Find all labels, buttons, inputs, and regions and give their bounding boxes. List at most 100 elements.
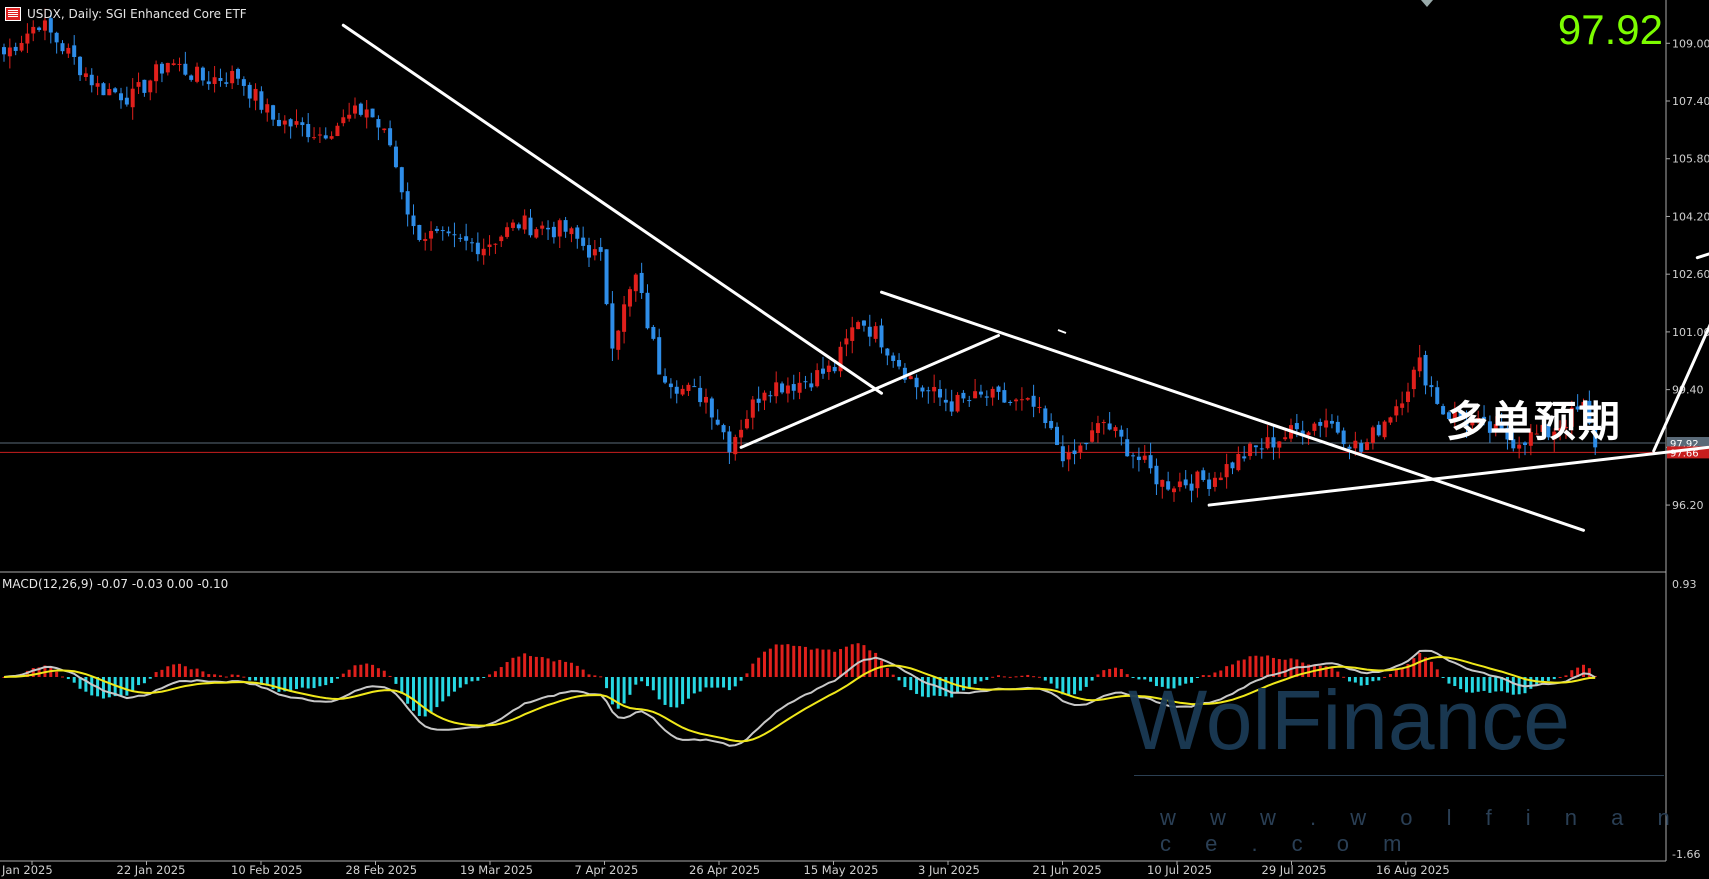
candle-body [1528,432,1533,446]
candle-body [241,79,246,86]
candle-body [516,224,521,229]
forecast-arrow[interactable] [1652,242,1709,453]
candle-body [358,103,363,115]
x-tick-label: 7 Apr 2025 [575,863,639,877]
macd-bar [382,670,386,677]
macd-bar [1078,677,1082,691]
candle-body [417,224,422,240]
candle-body [1078,445,1083,453]
candle-body [446,231,451,234]
macd-bar [1283,659,1287,677]
macd-bar [1582,664,1585,677]
candle-body [1090,430,1095,442]
us-flag-icon [5,7,21,21]
x-tick-label: 15 May 2025 [804,863,879,877]
macd-bar [1102,670,1106,677]
macd-bar [195,668,199,677]
macd-bar [1195,677,1199,678]
macd-bar [1090,677,1094,681]
candle-body [826,365,831,372]
macd-bar [312,677,316,689]
macd-bar [610,677,614,705]
candle-body [1587,400,1592,424]
macd-bar [488,674,492,677]
candle-body [1394,406,1399,416]
macd-bar [961,677,965,691]
macd-bar [1119,669,1123,677]
macd-bar [1476,677,1480,692]
macd-bar [330,677,334,684]
candle-body [276,119,281,127]
macd-histogram [2,643,1597,717]
candle-body [715,419,720,425]
falling-resistance-1[interactable] [341,23,883,395]
candle-body [1043,408,1048,424]
candle-body [1353,440,1358,449]
macd-bar [300,677,304,688]
candle-body [335,125,340,137]
rising-support-2[interactable] [1207,429,1709,507]
candle-body [312,137,317,139]
macd-bar [675,677,679,708]
scroll-marker-icon[interactable] [1421,0,1433,7]
macd-bar [1242,659,1246,677]
macd-bar [207,674,211,677]
watermark-divider [1134,775,1664,776]
candle-body [1464,420,1469,427]
macd-bar [49,667,53,677]
x-tick-label: 19 Mar 2025 [460,863,533,877]
candle-body [1406,391,1410,402]
macd-bar [786,644,790,677]
macd-bar [973,677,977,684]
macd-bar [891,674,895,677]
candle-body [288,119,293,127]
candle-body [347,114,352,119]
candle-body [867,326,872,337]
macd-bar [277,677,281,692]
macd-bar [365,663,369,677]
candle-body [1341,430,1346,445]
macd-bar [803,646,807,677]
macd-bar [224,676,228,678]
candle-body [7,47,12,57]
macd-bar [722,677,726,688]
chart-header: USDX, Daily: SGI Enhanced Core ETF [5,6,247,22]
candle-body [1066,452,1071,460]
macd-bar [148,677,152,679]
candle-body [19,42,24,51]
macd-bar [1008,676,1012,678]
candle-body [177,63,182,65]
falling-resistance-2[interactable] [880,290,1585,532]
candle-body [1593,424,1598,448]
candle-body [680,388,685,395]
macd-bar [376,668,380,677]
macd-bar [1073,677,1077,695]
macd-bar [1383,676,1387,678]
candle-body [464,236,469,241]
candle-body [698,387,703,403]
macd-bar [236,674,240,677]
candle-body [31,26,36,34]
candle-body [458,237,463,239]
candle-body [282,120,287,125]
macd-bar [1447,677,1451,684]
candle-body [1575,406,1580,410]
macd-bar [915,677,919,694]
macd-bar [1353,677,1357,683]
candle-body [1236,454,1241,471]
y-tick-label: 107.40 [1672,95,1709,108]
rising-support-1[interactable] [739,334,1000,449]
macd-bar [493,671,497,677]
candle-body [633,274,638,292]
candle-body [908,376,913,380]
macd-bar [1160,677,1164,687]
candle-body [1207,479,1212,490]
macd-bar [1330,667,1334,677]
candle-body [42,20,47,31]
macd-bar [189,669,193,677]
candle-body [1277,441,1282,448]
macd-bar [394,677,398,684]
candle-body [996,386,1001,392]
macd-bar [1412,658,1416,677]
